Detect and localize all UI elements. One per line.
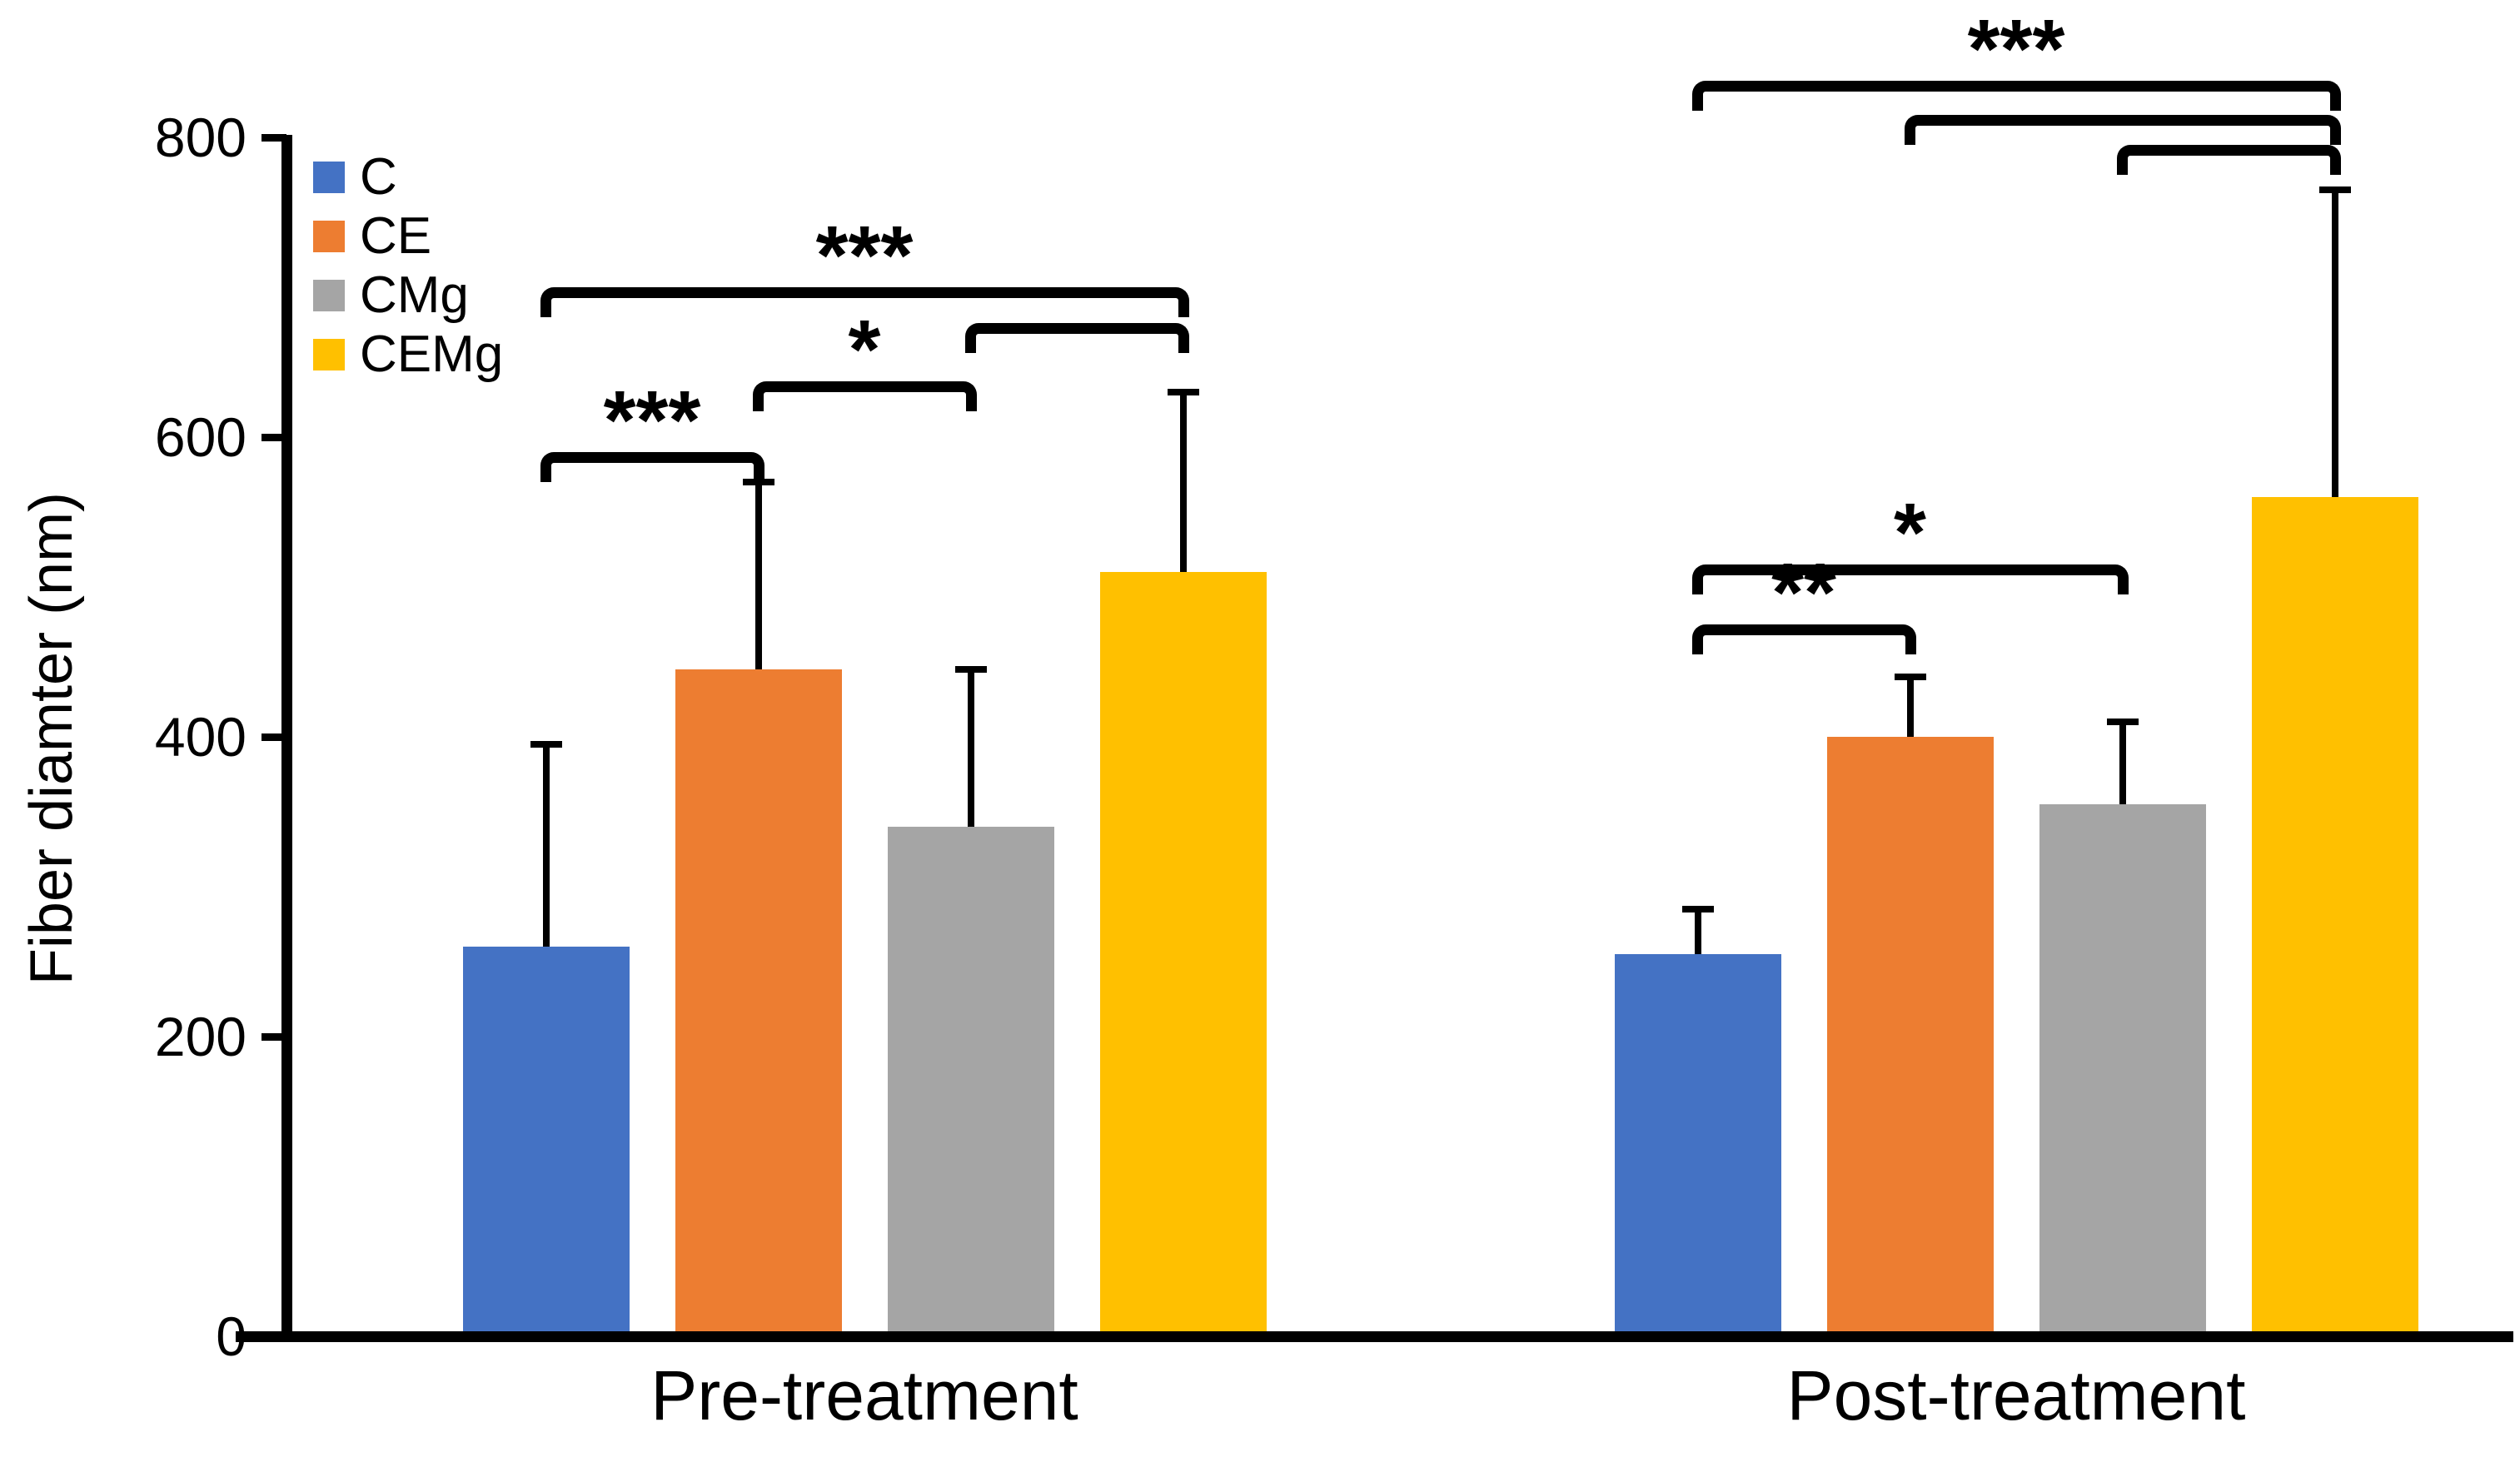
y-tick-label-200: 200	[154, 1006, 247, 1067]
x-axis-baseline	[236, 1331, 2513, 1342]
legend-item-C: C	[313, 152, 397, 203]
y-tick-label-0: 0	[216, 1305, 247, 1367]
bar-CEMg-Post-treatment	[2251, 497, 2418, 1336]
bar-C-Pre-treatment	[462, 947, 630, 1336]
legend-item-CEMg: CEMg	[313, 329, 503, 380]
legend-label-CEMg: CEMg	[360, 326, 504, 383]
bar-CE-Pre-treatment	[675, 669, 842, 1336]
legend-label-C: C	[360, 148, 397, 206]
bar-CMg-Pre-treatment	[887, 827, 1054, 1336]
bar-CE-Post-treatment	[1826, 737, 1994, 1336]
legend-swatch-CMg	[313, 280, 345, 311]
significance-label-C-CEMg-Pre-treatment: ***	[815, 209, 914, 302]
error-cap-CEMg-Pre-treatment	[1167, 389, 1199, 395]
error-cap-CMg-Post-treatment	[2106, 719, 2139, 725]
legend-item-CMg: CMg	[313, 270, 469, 321]
error-bar-C-Pre-treatment	[542, 744, 550, 947]
significance-label-C-CEMg-Post-treatment: ***	[1967, 2, 2065, 96]
significance-label-C-CE-Pre-treatment: ***	[603, 374, 701, 467]
bar-C-Post-treatment	[1614, 954, 1781, 1336]
error-cap-C-Post-treatment	[1681, 906, 1714, 912]
significance-bracket-CMg-CEMg-Pre-treatment	[964, 323, 1189, 354]
legend-item-CE: CE	[313, 211, 431, 262]
error-cap-CEMg-Post-treatment	[2318, 186, 2351, 193]
y-tick-label-800: 800	[154, 107, 247, 168]
category-label-post-treatment: Post-treatment	[1786, 1356, 2246, 1435]
significance-bracket-C-CMg-Post-treatment	[1691, 564, 2129, 594]
error-bar-CE-Post-treatment	[1906, 677, 1914, 737]
significance-bracket-C-CEMg-Post-treatment	[1691, 80, 2341, 111]
error-bar-CMg-Pre-treatment	[967, 669, 974, 827]
error-cap-C-Pre-treatment	[530, 741, 562, 748]
significance-bracket-C-CE-Post-treatment	[1691, 624, 1916, 654]
error-cap-CMg-Pre-treatment	[954, 666, 987, 673]
bar-CEMg-Pre-treatment	[1099, 572, 1267, 1336]
significance-bracket-C-CEMg-Pre-treatment	[540, 287, 1189, 317]
significance-label-CE-CMg-Pre-treatment: *	[848, 303, 881, 397]
y-tick-800	[261, 134, 286, 142]
error-bar-CMg-Post-treatment	[2119, 722, 2126, 804]
y-tick-200	[261, 1033, 286, 1041]
significance-label-C-CMg-Post-treatment: *	[1894, 486, 1926, 579]
bar-CMg-Post-treatment	[2039, 804, 2206, 1336]
legend-swatch-CE	[313, 221, 345, 252]
y-tick-label-600: 600	[154, 406, 247, 468]
category-label-pre-treatment: Pre-treatment	[650, 1356, 1078, 1435]
error-bar-CEMg-Post-treatment	[2331, 190, 2338, 497]
error-bar-C-Post-treatment	[1694, 909, 1701, 954]
y-tick-label-400: 400	[154, 706, 247, 768]
legend-swatch-C	[313, 162, 345, 193]
error-bar-CEMg-Pre-treatment	[1179, 392, 1187, 572]
legend-label-CE: CE	[360, 207, 432, 265]
error-cap-CE-Post-treatment	[1894, 674, 1926, 680]
significance-bracket-CE-CEMg-Post-treatment	[1904, 115, 2341, 145]
y-tick-600	[261, 434, 286, 441]
error-bar-CE-Pre-treatment	[755, 482, 762, 669]
significance-bracket-C-CE-Pre-treatment	[540, 452, 764, 482]
y-tick-400	[261, 733, 286, 741]
legend-swatch-CEMg	[313, 339, 345, 370]
significance-bracket-CE-CMg-Pre-treatment	[752, 381, 977, 412]
legend-label-CMg: CMg	[360, 266, 469, 324]
error-cap-CE-Pre-treatment	[742, 479, 774, 485]
significance-bracket-CMg-CEMg-Post-treatment	[2116, 145, 2341, 175]
